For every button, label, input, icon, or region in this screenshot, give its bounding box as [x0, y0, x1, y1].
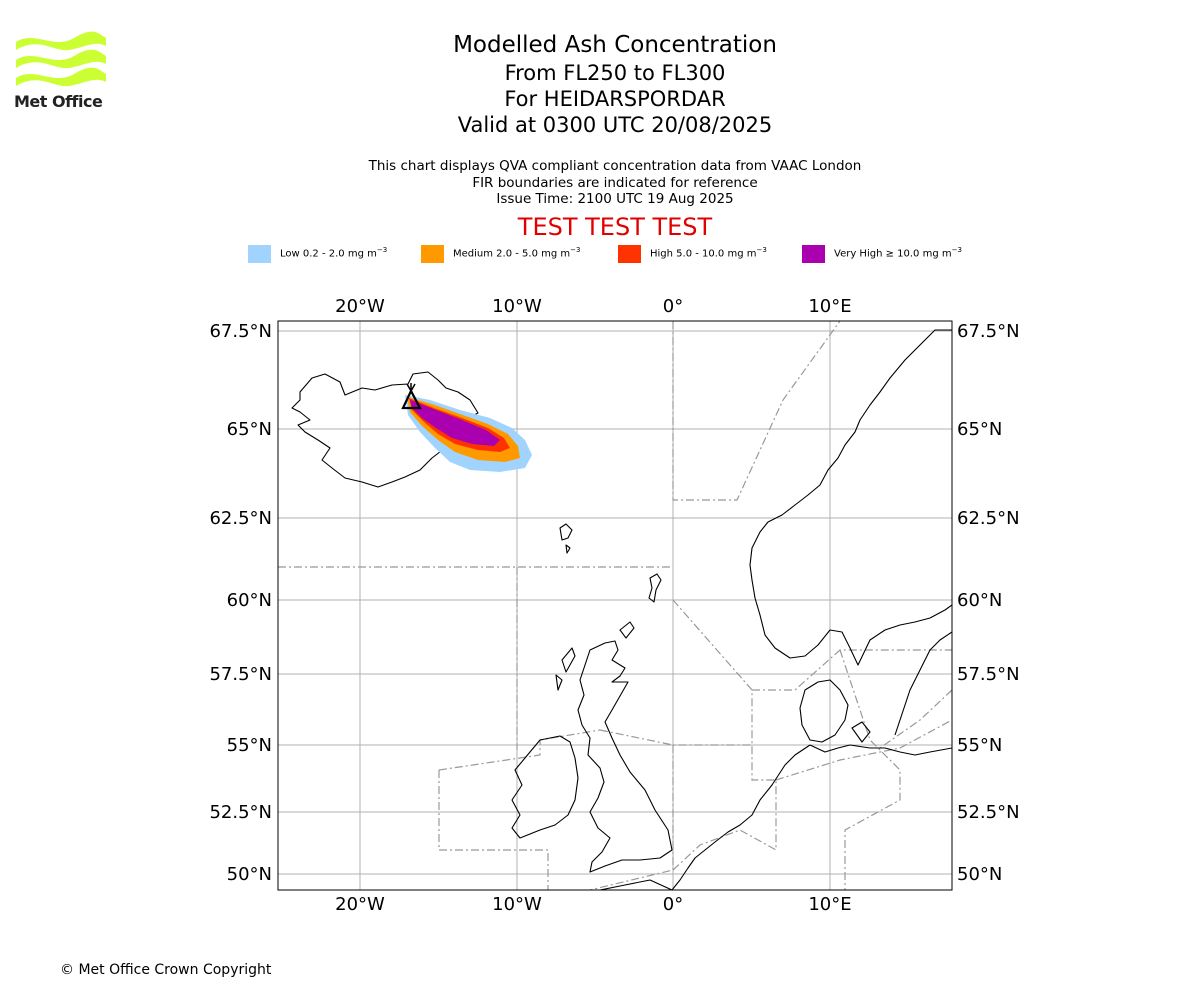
legend-exp-very-high: −3: [951, 246, 962, 254]
lon-label-bottom-20w: 20°W: [335, 894, 385, 915]
map-frame: [277, 320, 953, 891]
logo-text: Met Office: [14, 92, 103, 111]
chart-info: This chart displays QVA compliant concen…: [0, 158, 1200, 208]
gridlines: [278, 321, 952, 890]
lat-label-left-65: 65°N: [227, 419, 272, 440]
lat-label-right-57-5: 57.5°N: [957, 664, 1020, 685]
lat-label-left-50: 50°N: [227, 864, 272, 885]
lat-label-left-60: 60°N: [227, 590, 272, 611]
lon-label-bottom-10w: 10°W: [492, 894, 542, 915]
legend-exp-high: −3: [756, 246, 767, 254]
chart-titles: Modelled Ash Concentration From FL250 to…: [0, 30, 1200, 138]
lat-label-right-55: 55°N: [957, 735, 1002, 756]
info-line-2: FIR boundaries are indicated for referen…: [472, 174, 758, 191]
valid-time: Valid at 0300 UTC 20/08/2025: [457, 113, 773, 137]
lat-label-right-62-5: 62.5°N: [957, 508, 1020, 529]
legend-swatch-very-high: [802, 245, 825, 263]
lat-label-right-50: 50°N: [957, 864, 1002, 885]
fir-boundaries: [278, 321, 952, 890]
bottom-lon-labels: 20°W 10°W 0° 10°E: [335, 894, 851, 915]
legend-label-medium: Medium 2.0 - 5.0 mg m: [453, 248, 571, 260]
volcano-triangle-icon: [401, 383, 422, 410]
top-lon-labels: 20°W 10°W 0° 10°E: [335, 296, 851, 317]
issue-time: Issue Time: 2100 UTC 19 Aug 2025: [496, 191, 734, 207]
legend-swatch-low: [248, 245, 271, 263]
legend-exp-medium: −3: [570, 246, 581, 254]
right-lat-labels: 67.5°N 65°N 62.5°N 60°N 57.5°N 55°N 52.5…: [957, 321, 1020, 885]
met-office-waves-icon: [16, 31, 106, 87]
lon-label-top-10e: 10°E: [808, 296, 851, 317]
chart-title: Modelled Ash Concentration: [453, 32, 777, 58]
legend-swatch-high: [618, 245, 641, 263]
test-banner: TEST TEST TEST: [517, 213, 713, 241]
ash-plume: [405, 395, 532, 472]
legend-label-very-high: Very High ≥ 10.0 mg m: [834, 248, 952, 260]
lon-label-top-0: 0°: [663, 296, 683, 317]
lat-label-left-55: 55°N: [227, 735, 272, 756]
lat-label-left-52-5: 52.5°N: [209, 802, 272, 823]
lon-label-bottom-0: 0°: [663, 894, 683, 915]
lon-label-bottom-10e: 10°E: [808, 894, 851, 915]
legend-label-low: Low 0.2 - 2.0 mg m: [280, 248, 377, 260]
lat-label-right-60: 60°N: [957, 590, 1002, 611]
legend-exp-low: −3: [376, 246, 388, 254]
info-line-1: This chart displays QVA compliant concen…: [368, 158, 862, 174]
copyright: © Met Office Crown Copyright: [60, 962, 272, 978]
lon-label-top-10w: 10°W: [492, 296, 542, 317]
lon-label-top-20w: 20°W: [335, 296, 385, 317]
lat-label-right-67-5: 67.5°N: [957, 321, 1020, 342]
lat-label-left-62-5: 62.5°N: [209, 508, 272, 529]
lat-label-left-57-5: 57.5°N: [209, 664, 272, 685]
legend-label-high: High 5.0 - 10.0 mg m: [650, 248, 757, 260]
met-office-logo: Met Office: [14, 30, 108, 112]
ash-very-high: [410, 400, 500, 446]
flight-levels: From FL250 to FL300: [504, 61, 726, 85]
left-lat-labels: 67.5°N 65°N 62.5°N 60°N 57.5°N 55°N 52.5…: [209, 321, 272, 885]
legend-swatch-medium: [421, 245, 444, 263]
lat-label-right-65: 65°N: [957, 419, 1002, 440]
volcano-name: For HEIDARSPORDAR: [504, 87, 726, 111]
coastlines: [291, 329, 952, 890]
lat-label-right-52-5: 52.5°N: [957, 802, 1020, 823]
lat-label-left-67-5: 67.5°N: [209, 321, 272, 342]
